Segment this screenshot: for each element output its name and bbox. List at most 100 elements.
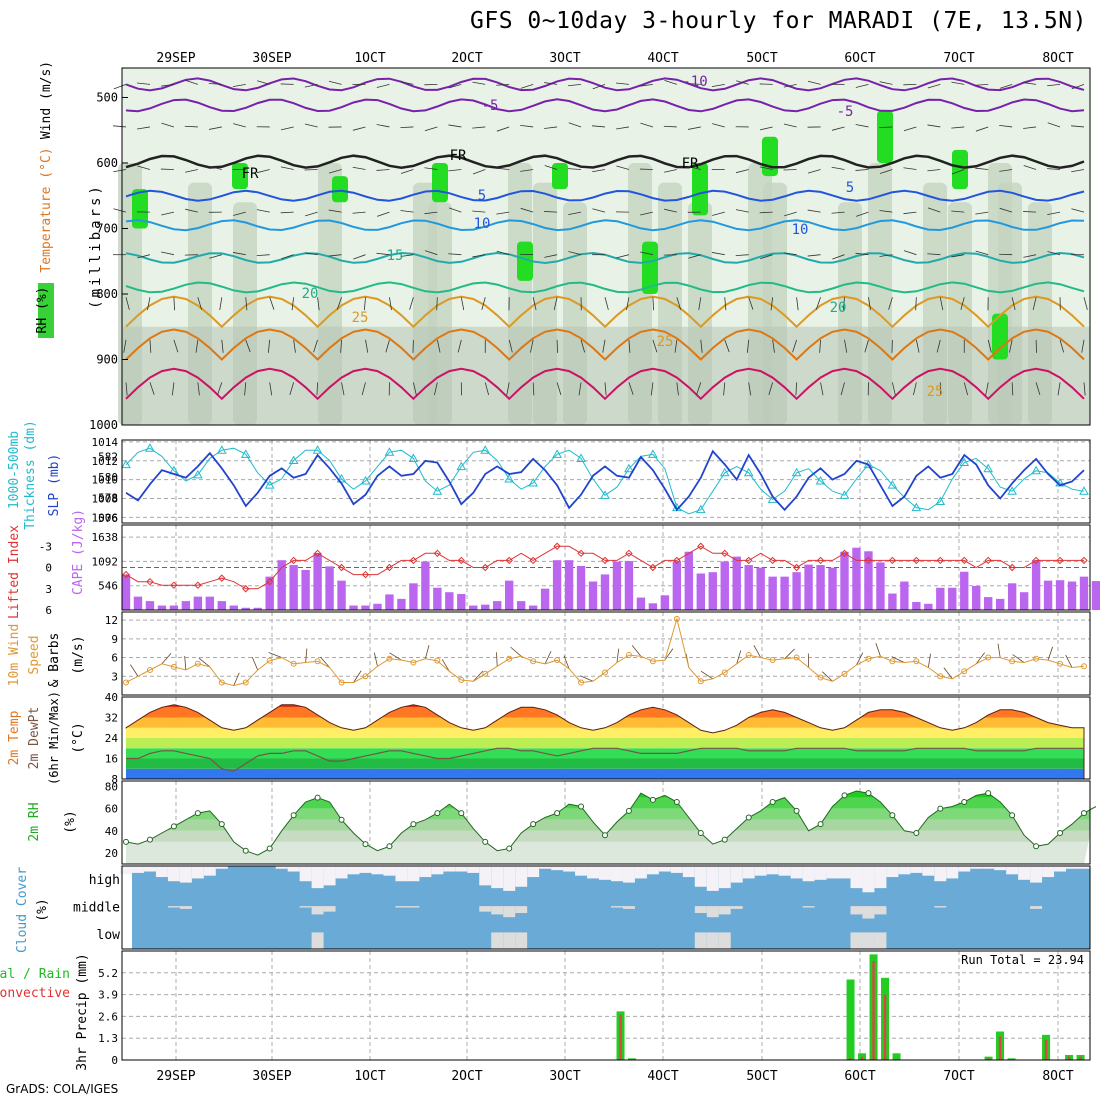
cape-bar	[720, 561, 729, 610]
wind-barb	[160, 83, 174, 87]
rh-point	[554, 810, 561, 817]
sfc-wind-barb	[305, 648, 308, 663]
wind-barb	[783, 83, 797, 88]
thickness-point	[576, 453, 586, 462]
wind-barb	[748, 297, 754, 310]
cloud-high-cell	[982, 866, 995, 869]
temp-line	[125, 704, 1085, 779]
li-point	[433, 549, 442, 558]
wind-point	[338, 679, 345, 686]
wind-barb	[815, 297, 821, 310]
li-point	[1008, 563, 1016, 572]
wind-barb	[365, 339, 369, 353]
sfc-wind-barb	[927, 653, 931, 668]
wind-barb	[173, 339, 179, 353]
wind-barb	[864, 339, 869, 353]
date-tick-top: 7OCT	[943, 51, 974, 66]
temp-band	[126, 717, 1084, 728]
cloud-high-cell	[682, 866, 695, 878]
wind-barb	[674, 339, 678, 353]
wind-barb	[602, 339, 606, 353]
panel-frame-precip	[121, 950, 1091, 1061]
rh-band	[126, 797, 1090, 809]
li-point	[409, 556, 418, 565]
cape-bar	[960, 571, 969, 610]
contour-label: 10	[474, 216, 491, 232]
wind10-label: 10m Wind	[7, 624, 22, 687]
wind-barb	[1071, 84, 1085, 90]
cloud-low-cell	[718, 932, 731, 949]
sfc-wind-barb	[184, 656, 187, 671]
wind-barb	[185, 79, 198, 85]
wind-point	[266, 657, 273, 664]
thickness-point	[408, 453, 419, 462]
thickness-point	[360, 475, 371, 485]
cape-bar	[876, 562, 885, 610]
wind-barb	[389, 297, 392, 311]
cape-bar	[385, 594, 394, 610]
cape-bar	[852, 547, 861, 610]
cloud-high-cell	[155, 866, 168, 878]
panel-frame-temp	[121, 696, 1091, 780]
sfc-wind-barb	[579, 675, 594, 682]
sfc-wind-barb	[891, 656, 905, 663]
cape-bar	[864, 551, 873, 610]
wind-barb	[137, 126, 151, 130]
wind-barb	[831, 166, 845, 170]
li-point	[505, 556, 513, 565]
cloud-low-cell	[491, 932, 504, 949]
contour-label: -10	[682, 74, 707, 90]
wind-barb	[496, 126, 510, 132]
wind-barb	[1081, 339, 1085, 353]
wind-tick: 6	[111, 652, 118, 665]
temp-contour-10	[125, 219, 1085, 232]
wind-barb	[244, 382, 247, 396]
cape-bar	[588, 581, 598, 610]
wind-barb	[951, 169, 965, 175]
wind-barb	[592, 169, 606, 173]
thickness-line	[125, 447, 1085, 515]
slp-tick: 1008	[92, 492, 119, 505]
wind-barb	[125, 297, 130, 310]
rh-point	[123, 838, 129, 845]
sfc-wind-barb	[544, 650, 552, 664]
li-point	[744, 556, 753, 565]
wind-barb	[987, 339, 992, 353]
date-tick-top: 5OCT	[746, 51, 777, 66]
wind-barb	[1047, 83, 1061, 87]
wind-barb	[185, 208, 198, 213]
li-tick: -3	[39, 540, 52, 553]
wind-barb	[700, 339, 703, 353]
wind-barb	[208, 83, 222, 85]
wind-barb	[770, 297, 774, 311]
cloud-high-cell	[766, 866, 779, 875]
wind-barb	[113, 169, 127, 173]
sfc-wind-barb	[943, 667, 953, 680]
date-tick-bottom: 29SEP	[156, 1069, 195, 1084]
wind-barb	[892, 382, 896, 396]
cloud-high-cell	[143, 866, 156, 872]
thickness-point	[911, 502, 922, 512]
wind-barb	[184, 125, 198, 128]
wind-barb	[195, 339, 199, 353]
cape-bar	[900, 581, 909, 610]
rh-band	[126, 808, 1090, 820]
wind-barb	[1047, 122, 1061, 128]
wind-barb	[1035, 382, 1041, 395]
wind-barb	[1047, 251, 1061, 256]
wind-barb	[424, 126, 438, 132]
wind-barb	[171, 382, 175, 396]
cloud-high-cell	[323, 866, 336, 886]
sfc-wind-barb	[441, 659, 450, 672]
lifted-index-line	[125, 545, 1084, 590]
cloud-high-cell	[431, 866, 444, 875]
temp-band	[126, 727, 1084, 738]
rh-line	[125, 790, 1097, 856]
wind-barb	[711, 83, 725, 88]
cloud-high-cell	[1006, 866, 1019, 875]
date-tick-top: 4OCT	[647, 51, 678, 66]
contour-label: 15	[387, 248, 404, 264]
wind-barb	[232, 252, 246, 256]
rh-point	[961, 799, 968, 806]
